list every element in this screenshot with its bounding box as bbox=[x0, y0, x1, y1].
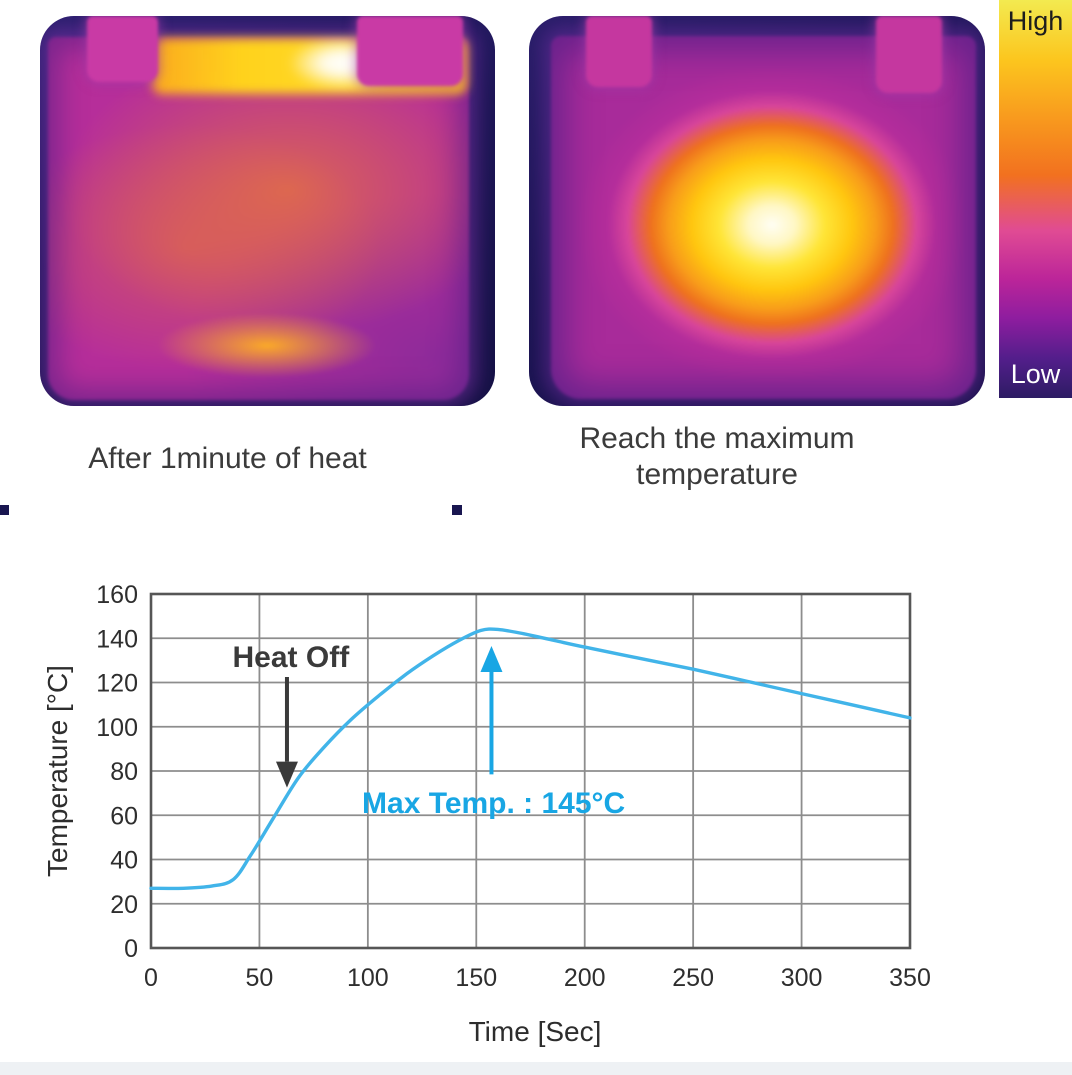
annotation-max-temp: Max Temp. : 145°C bbox=[362, 787, 626, 821]
y-axis-label: Temperature [°C] bbox=[42, 665, 73, 877]
svg-text:120: 120 bbox=[96, 670, 138, 698]
colorbar-high-label: High bbox=[1007, 6, 1064, 36]
svg-text:0: 0 bbox=[144, 964, 158, 992]
svg-text:350: 350 bbox=[889, 964, 931, 992]
svg-text:0: 0 bbox=[124, 935, 138, 963]
svg-text:160: 160 bbox=[96, 581, 138, 609]
colorbar-gradient bbox=[999, 0, 1072, 398]
battery-cell-body bbox=[48, 37, 469, 400]
svg-text:100: 100 bbox=[96, 714, 138, 742]
battery-tab-left bbox=[586, 16, 652, 87]
svg-text:250: 250 bbox=[672, 964, 714, 992]
caption-after-1min: After 1minute of heat bbox=[88, 442, 367, 475]
svg-text:80: 80 bbox=[110, 758, 138, 786]
battery-tab-left bbox=[87, 16, 158, 82]
footer-strip bbox=[0, 1062, 1072, 1075]
svg-text:200: 200 bbox=[564, 964, 606, 992]
temperature-colorbar: High Low bbox=[999, 0, 1072, 398]
annotation-heat-off: Heat Off bbox=[232, 641, 350, 675]
svg-text:100: 100 bbox=[347, 964, 389, 992]
svg-text:20: 20 bbox=[110, 891, 138, 919]
battery-cell-body bbox=[551, 36, 976, 399]
svg-text:40: 40 bbox=[110, 847, 138, 875]
svg-text:300: 300 bbox=[781, 964, 823, 992]
colorbar-low-label: Low bbox=[1010, 359, 1061, 389]
battery-tab-right bbox=[876, 16, 942, 93]
thermal-image-max-temp bbox=[529, 16, 985, 406]
svg-text:150: 150 bbox=[455, 964, 497, 992]
svg-text:50: 50 bbox=[246, 964, 274, 992]
chart-canvas: 0 50 100 150 200 250 300 350 0 20 40 60 80 100 120 140 1… bbox=[96, 581, 931, 992]
caption-max-temp: Reach the maximum temperature bbox=[579, 422, 855, 491]
x-axis-label: Time [Sec] bbox=[468, 1016, 602, 1047]
svg-text:140: 140 bbox=[96, 625, 138, 653]
battery-tab-right bbox=[357, 16, 463, 86]
svg-text:60: 60 bbox=[110, 802, 138, 830]
temperature-chart: 0 50 100 150 200 250 300 350 0 20 40 60 80 100 120 140 1… bbox=[0, 550, 1072, 1075]
section-divider-stub bbox=[452, 505, 462, 515]
section-divider-stub bbox=[0, 505, 9, 515]
thermal-image-after-1min bbox=[40, 16, 495, 406]
